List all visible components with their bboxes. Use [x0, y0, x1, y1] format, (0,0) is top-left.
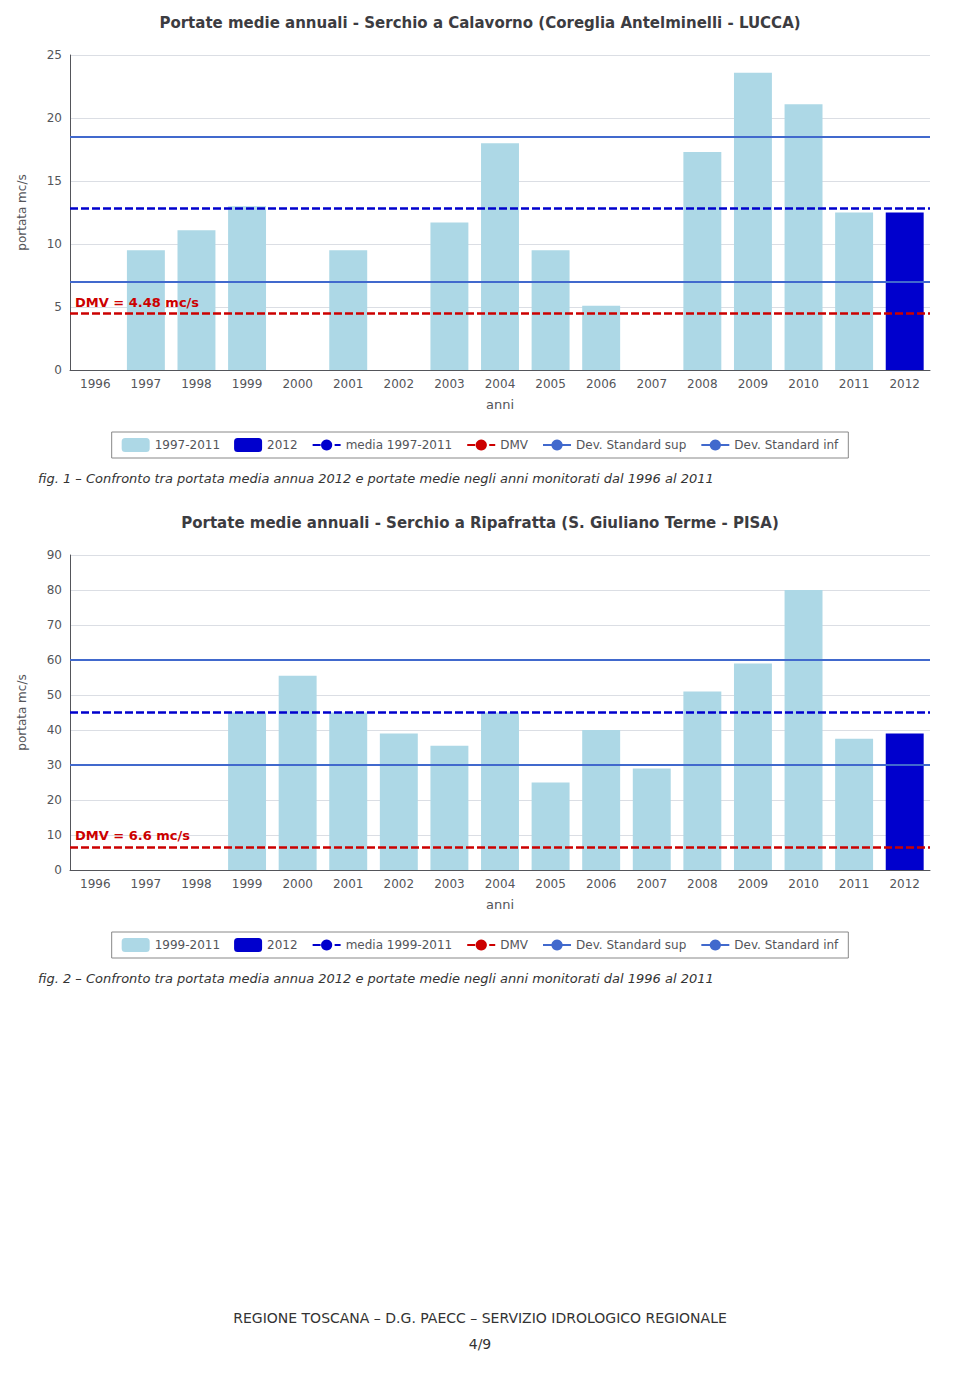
- svg-text:2010: 2010: [788, 377, 819, 391]
- svg-text:40: 40: [47, 723, 62, 737]
- svg-text:80: 80: [47, 583, 62, 597]
- svg-text:Dev. Standard inf: Dev. Standard inf: [734, 938, 839, 952]
- svg-text:15: 15: [47, 174, 62, 188]
- svg-text:2000: 2000: [282, 877, 313, 891]
- svg-text:Dev. Standard sup: Dev. Standard sup: [576, 938, 686, 952]
- svg-text:DMV: DMV: [500, 438, 529, 452]
- svg-text:1996: 1996: [80, 377, 111, 391]
- html-text:4/9: 4/9: [468, 1336, 492, 1352]
- svg-text:10: 10: [47, 237, 62, 251]
- svg-text:2002: 2002: [384, 877, 415, 891]
- svg-text:1997: 1997: [131, 377, 162, 391]
- svg-text:anni: anni: [486, 397, 514, 412]
- svg-text:1998: 1998: [181, 377, 212, 391]
- svg-text:2005: 2005: [535, 377, 566, 391]
- svg-text:2012: 2012: [267, 938, 298, 952]
- svg-text:1998: 1998: [181, 877, 212, 891]
- svg-text:2008: 2008: [687, 377, 718, 391]
- svg-text:2004: 2004: [485, 377, 516, 391]
- svg-text:2003: 2003: [434, 377, 465, 391]
- html-text:REGIONE TOSCANA – D.G. PAECC –: REGIONE TOSCANA – D.G. PAECC – SERVIZIO …: [233, 1310, 727, 1326]
- svg-text:70: 70: [47, 618, 62, 632]
- svg-text:0: 0: [54, 863, 62, 877]
- svg-text:2002: 2002: [384, 377, 415, 391]
- svg-text:10: 10: [47, 828, 62, 842]
- svg-text:1997-2011: 1997-2011: [155, 438, 220, 452]
- svg-text:2009: 2009: [738, 377, 769, 391]
- svg-text:2012: 2012: [889, 877, 920, 891]
- svg-text:anni: anni: [486, 897, 514, 912]
- svg-text:1996: 1996: [80, 877, 111, 891]
- svg-text:2011: 2011: [839, 377, 870, 391]
- svg-text:2010: 2010: [788, 877, 819, 891]
- svg-text:2006: 2006: [586, 877, 617, 891]
- html-text:fig. 2 – Confronto tra portata: fig. 2 – Confronto tra portata media ann…: [38, 971, 714, 986]
- svg-text:25: 25: [47, 48, 62, 62]
- svg-text:media 1999-2011: media 1999-2011: [346, 938, 453, 952]
- svg-text:2003: 2003: [434, 877, 465, 891]
- svg-text:2008: 2008: [687, 877, 718, 891]
- svg-text:2006: 2006: [586, 377, 617, 391]
- svg-text:50: 50: [47, 688, 62, 702]
- svg-text:2000: 2000: [282, 377, 313, 391]
- svg-text:portata mc/s: portata mc/s: [15, 174, 29, 250]
- svg-text:2001: 2001: [333, 377, 364, 391]
- html-text:fig. 1 – Confronto tra portata: fig. 1 – Confronto tra portata media ann…: [38, 471, 714, 486]
- svg-text:60: 60: [47, 653, 62, 667]
- svg-text:2012: 2012: [889, 377, 920, 391]
- svg-text:0: 0: [54, 363, 62, 377]
- svg-text:2011: 2011: [839, 877, 870, 891]
- svg-text:20: 20: [47, 111, 62, 125]
- svg-text:1999: 1999: [232, 877, 263, 891]
- svg-text:DMV = 4.48 mc/s: DMV = 4.48 mc/s: [75, 295, 199, 310]
- svg-text:2009: 2009: [738, 877, 769, 891]
- svg-text:media 1997-2011: media 1997-2011: [346, 438, 453, 452]
- svg-text:1999-2011: 1999-2011: [155, 938, 220, 952]
- svg-text:Portate medie annuali - Serchi: Portate medie annuali - Serchio a Ripafr…: [181, 514, 779, 532]
- svg-text:Dev. Standard sup: Dev. Standard sup: [576, 438, 686, 452]
- svg-text:5: 5: [54, 300, 62, 314]
- svg-text:30: 30: [47, 758, 62, 772]
- svg-text:2004: 2004: [485, 877, 516, 891]
- svg-text:20: 20: [47, 793, 62, 807]
- svg-text:2005: 2005: [535, 877, 566, 891]
- svg-text:Portate medie annuali - Serchi: Portate medie annuali - Serchio a Calavo…: [159, 14, 800, 32]
- svg-text:2012: 2012: [267, 438, 298, 452]
- svg-text:1999: 1999: [232, 377, 263, 391]
- svg-text:2007: 2007: [636, 877, 667, 891]
- svg-text:DMV: DMV: [500, 938, 529, 952]
- svg-text:1997: 1997: [131, 877, 162, 891]
- svg-text:Dev. Standard inf: Dev. Standard inf: [734, 438, 839, 452]
- svg-text:2007: 2007: [636, 377, 667, 391]
- svg-text:DMV = 6.6 mc/s: DMV = 6.6 mc/s: [75, 828, 190, 843]
- svg-text:90: 90: [47, 548, 62, 562]
- svg-text:2001: 2001: [333, 877, 364, 891]
- svg-text:portata mc/s: portata mc/s: [15, 674, 29, 750]
